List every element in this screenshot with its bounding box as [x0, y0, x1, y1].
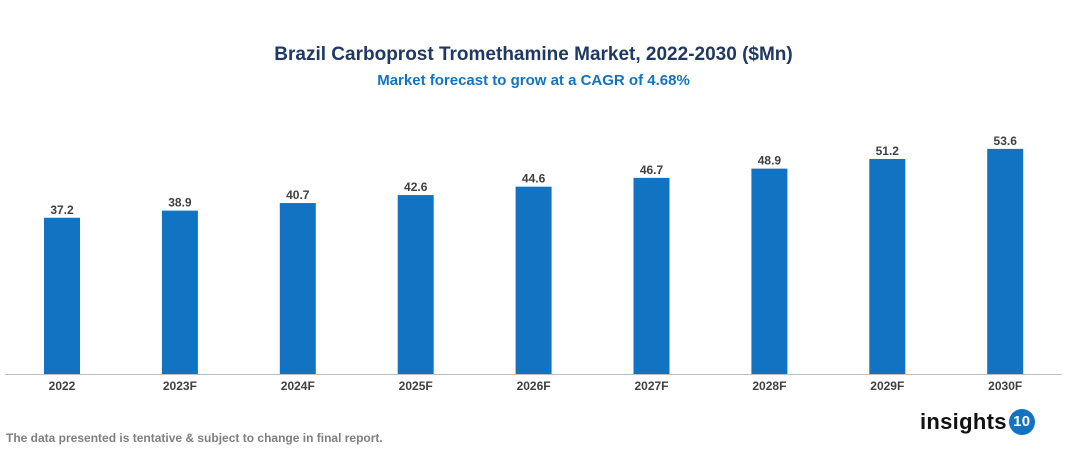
bar-2026F — [515, 186, 552, 374]
x-tick-label: 2025F — [399, 379, 433, 393]
data-label: 40.7 — [286, 188, 310, 202]
data-label: 46.7 — [640, 163, 664, 177]
logo-text: insights — [920, 409, 1007, 434]
bar-2027F — [633, 177, 670, 374]
x-tick-label: 2029F — [870, 379, 904, 393]
data-label: 37.2 — [50, 203, 74, 217]
bar-2028F — [751, 168, 788, 374]
bar-2025F — [397, 195, 434, 374]
x-tick-label: 2028F — [752, 379, 786, 393]
insights10-logo: insights 10 — [920, 409, 1035, 435]
footer-note: The data presented is tentative & subjec… — [6, 431, 383, 445]
x-tick-label: 2022 — [49, 379, 76, 393]
data-label: 53.6 — [994, 134, 1018, 148]
bar-2023F — [161, 210, 198, 374]
x-tick-label: 2026F — [517, 379, 551, 393]
bar-2030F — [987, 148, 1024, 374]
bar-2024F — [279, 203, 316, 374]
bar-2022 — [44, 217, 80, 374]
data-label: 48.9 — [758, 154, 782, 168]
chart-title: Brazil Carboprost Tromethamine Market, 2… — [274, 44, 793, 65]
x-tick-label: 2030F — [988, 379, 1022, 393]
x-tick-label: 2024F — [281, 379, 315, 393]
bar-2029F — [869, 158, 906, 374]
x-tick-label: 2027F — [634, 379, 668, 393]
data-label: 51.2 — [876, 144, 900, 158]
logo-number-badge: 10 — [1008, 409, 1035, 435]
data-label: 44.6 — [522, 172, 546, 186]
chart-subtitle: Market forecast to grow at a CAGR of 4.6… — [377, 72, 690, 89]
x-tick-label: 2023F — [163, 379, 197, 393]
data-label: 42.6 — [404, 180, 428, 194]
data-label: 38.9 — [168, 196, 192, 210]
